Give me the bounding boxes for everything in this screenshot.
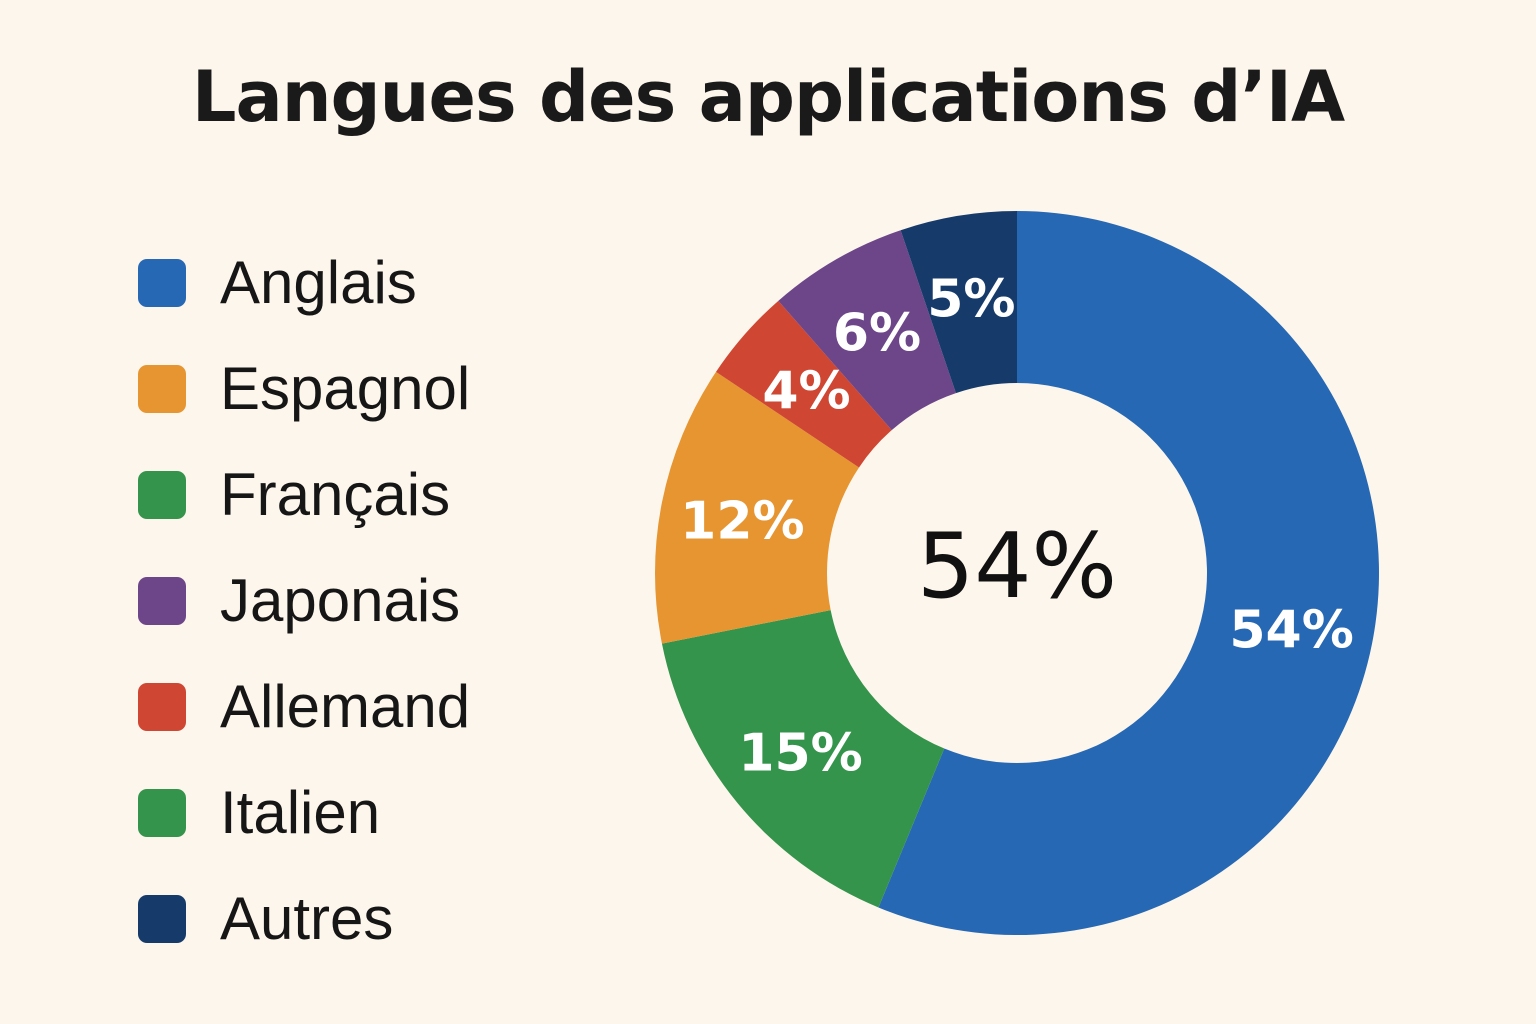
legend-item-italien: Italien xyxy=(138,760,558,866)
slice-label: 54% xyxy=(1229,601,1353,661)
legend-swatch xyxy=(138,895,186,943)
legend-label: Français xyxy=(220,461,451,528)
center-label: 54% xyxy=(917,514,1117,619)
chart-title: Langues des applications d’IA xyxy=(191,56,1345,138)
legend: Anglais Espagnol Français Japonais Allem… xyxy=(138,230,558,972)
slice-labels: 54% 15% 12% 4%6%5% xyxy=(680,270,1354,784)
donut-slice xyxy=(778,230,956,431)
slice-label: 5% xyxy=(927,270,1015,330)
legend-label: Allemand xyxy=(220,673,471,740)
donut-slice xyxy=(655,371,860,644)
legend-item-espagnol: Espagnol xyxy=(138,336,558,442)
donut-slice xyxy=(661,610,945,908)
legend-label: Italien xyxy=(220,779,381,846)
legend-swatch xyxy=(138,577,186,625)
slice-label: 4% xyxy=(762,361,850,421)
legend-label: Autres xyxy=(220,885,394,952)
legend-label: Anglais xyxy=(220,249,417,316)
legend-swatch xyxy=(138,471,186,519)
slice-label: 12% xyxy=(680,491,804,551)
donut-slice xyxy=(716,300,892,468)
donut-slice xyxy=(900,211,1017,394)
legend-swatch xyxy=(138,365,186,413)
legend-swatch xyxy=(138,683,186,731)
legend-swatch xyxy=(138,789,186,837)
slice-label: 15% xyxy=(738,724,862,784)
legend-swatch xyxy=(138,259,186,307)
donut-slices xyxy=(655,211,1379,935)
legend-item-anglais: Anglais xyxy=(138,230,558,336)
legend-label: Espagnol xyxy=(220,355,471,422)
donut-slice xyxy=(878,211,1379,935)
legend-label: Japonais xyxy=(220,567,461,634)
legend-item-allemand: Allemand xyxy=(138,654,558,760)
legend-item-francais: Français xyxy=(138,442,558,548)
slice-label: 6% xyxy=(833,304,921,364)
legend-item-autres: Autres xyxy=(138,866,558,972)
legend-item-japonais: Japonais xyxy=(138,548,558,654)
